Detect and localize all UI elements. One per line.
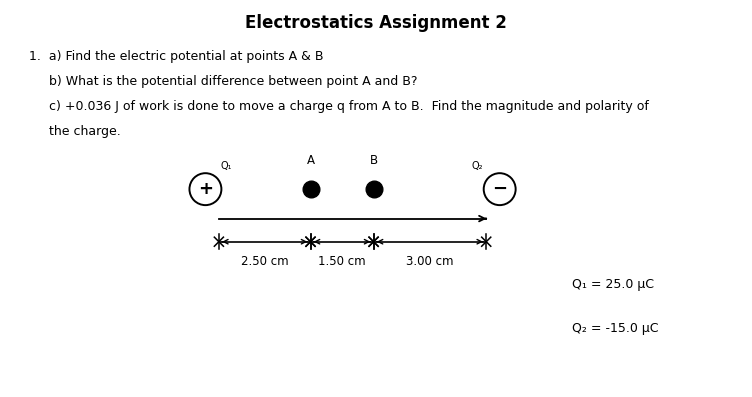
Text: 1.50 cm: 1.50 cm [318, 255, 366, 268]
Text: the charge.: the charge. [29, 125, 120, 138]
Text: −: − [492, 180, 508, 198]
Text: Q₂ = -15.0 μC: Q₂ = -15.0 μC [572, 322, 658, 335]
Circle shape [484, 173, 516, 205]
Text: A: A [307, 154, 314, 167]
Text: Electrostatics Assignment 2: Electrostatics Assignment 2 [245, 14, 507, 32]
Text: Q₁ = 25.0 μC: Q₁ = 25.0 μC [572, 278, 653, 291]
Text: B: B [369, 154, 378, 167]
Text: +: + [198, 180, 213, 198]
Text: 3.00 cm: 3.00 cm [406, 255, 453, 268]
Text: Q₁: Q₁ [220, 161, 232, 171]
Circle shape [190, 173, 221, 205]
Text: c) +0.036 J of work is done to move a charge q from A to B.  Find the magnitude : c) +0.036 J of work is done to move a ch… [29, 100, 648, 113]
Text: Q₂: Q₂ [472, 161, 483, 171]
Text: b) What is the potential difference between point A and B?: b) What is the potential difference betw… [29, 75, 417, 89]
Text: 1.  a) Find the electric potential at points A & B: 1. a) Find the electric potential at poi… [29, 50, 323, 63]
Text: 2.50 cm: 2.50 cm [241, 255, 289, 268]
